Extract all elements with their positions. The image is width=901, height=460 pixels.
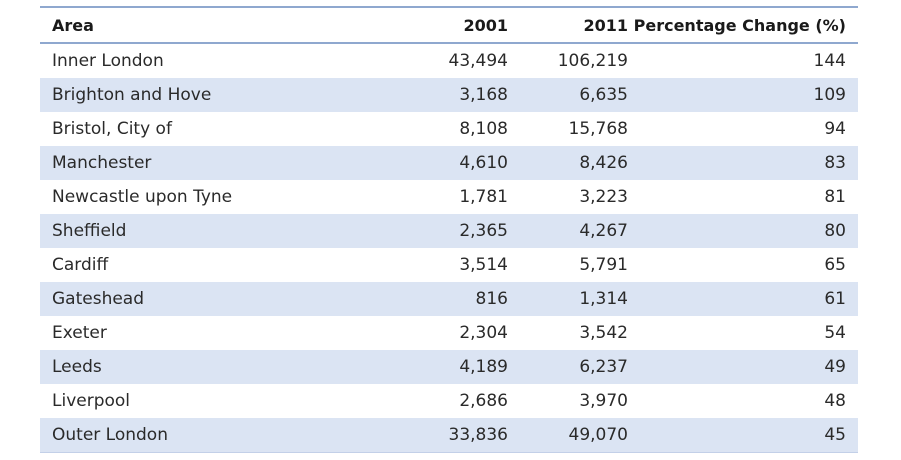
table-row: Liverpool 2,686 3,970 48: [40, 384, 858, 418]
column-header-area: Area: [40, 6, 340, 44]
header-row: Area 2001 2011 Percentage Change (%): [40, 6, 858, 44]
cell-percentage-change: 45: [630, 418, 858, 453]
table-row: Brighton and Hove 3,168 6,635 109: [40, 78, 858, 112]
table-row: Leeds 4,189 6,237 49: [40, 350, 858, 384]
cell-2011: 8,426: [510, 146, 630, 180]
cell-percentage-change: 81: [630, 180, 858, 214]
cell-area: Manchester: [40, 146, 340, 180]
cell-2001: 2,686: [340, 384, 510, 418]
cell-percentage-change: 54: [630, 316, 858, 350]
cell-2011: 1,314: [510, 282, 630, 316]
column-header-percentage-change: Percentage Change (%): [630, 6, 858, 44]
cell-area: Inner London: [40, 43, 340, 78]
cell-percentage-change: 61: [630, 282, 858, 316]
cell-2001: 43,494: [340, 43, 510, 78]
table-row: Manchester 4,610 8,426 83: [40, 146, 858, 180]
cell-percentage-change: 65: [630, 248, 858, 282]
column-header-2011: 2011: [510, 6, 630, 44]
cell-2001: 3,514: [340, 248, 510, 282]
cell-area: Outer London: [40, 418, 340, 453]
cell-2001: 816: [340, 282, 510, 316]
cell-2011: 3,970: [510, 384, 630, 418]
cell-2001: 2,365: [340, 214, 510, 248]
cell-2011: 49,070: [510, 418, 630, 453]
table-row: Exeter 2,304 3,542 54: [40, 316, 858, 350]
table-row: Bristol, City of 8,108 15,768 94: [40, 112, 858, 146]
cell-area: Sheffield: [40, 214, 340, 248]
cell-2011: 6,237: [510, 350, 630, 384]
cell-area: Brighton and Hove: [40, 78, 340, 112]
cell-2011: 106,219: [510, 43, 630, 78]
table-row: Newcastle upon Tyne 1,781 3,223 81: [40, 180, 858, 214]
table-body: Inner London 43,494 106,219 144 Brighton and…: [40, 43, 858, 453]
cell-percentage-change: 80: [630, 214, 858, 248]
cell-2011: 3,542: [510, 316, 630, 350]
cell-area: Gateshead: [40, 282, 340, 316]
column-header-2001: 2001: [340, 6, 510, 44]
cell-area: Liverpool: [40, 384, 340, 418]
table-row: Outer London 33,836 49,070 45: [40, 418, 858, 453]
table-row: Cardiff 3,514 5,791 65: [40, 248, 858, 282]
table-row: Inner London 43,494 106,219 144: [40, 43, 858, 78]
cell-area: Cardiff: [40, 248, 340, 282]
cell-area: Bristol, City of: [40, 112, 340, 146]
cell-2011: 15,768: [510, 112, 630, 146]
cell-2011: 3,223: [510, 180, 630, 214]
cell-2001: 1,781: [340, 180, 510, 214]
cell-area: Exeter: [40, 316, 340, 350]
cell-area: Leeds: [40, 350, 340, 384]
data-table: Area 2001 2011 Percentage Change (%) Inn…: [40, 6, 858, 453]
cell-2001: 3,168: [340, 78, 510, 112]
cell-2001: 4,610: [340, 146, 510, 180]
cell-2011: 5,791: [510, 248, 630, 282]
cell-2011: 4,267: [510, 214, 630, 248]
cell-percentage-change: 109: [630, 78, 858, 112]
cell-percentage-change: 94: [630, 112, 858, 146]
cell-2001: 33,836: [340, 418, 510, 453]
cell-percentage-change: 49: [630, 350, 858, 384]
cell-2001: 4,189: [340, 350, 510, 384]
cell-percentage-change: 48: [630, 384, 858, 418]
cell-2011: 6,635: [510, 78, 630, 112]
table-header: Area 2001 2011 Percentage Change (%): [40, 6, 858, 44]
cell-percentage-change: 83: [630, 146, 858, 180]
cell-2001: 8,108: [340, 112, 510, 146]
cell-percentage-change: 144: [630, 43, 858, 78]
cell-2001: 2,304: [340, 316, 510, 350]
cell-area: Newcastle upon Tyne: [40, 180, 340, 214]
table-row: Gateshead 816 1,314 61: [40, 282, 858, 316]
table-row: Sheffield 2,365 4,267 80: [40, 214, 858, 248]
